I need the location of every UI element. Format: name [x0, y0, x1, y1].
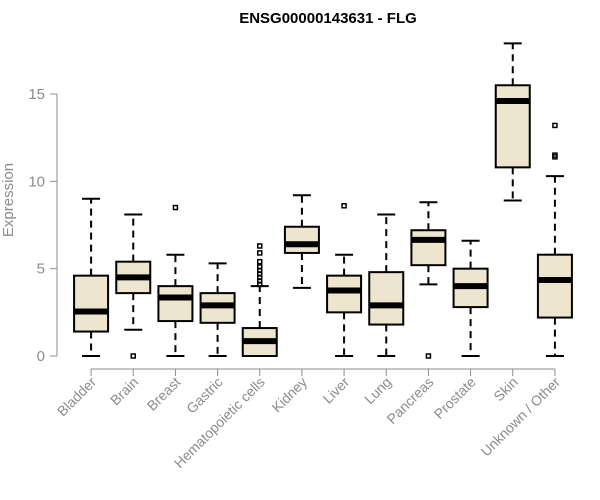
chart-title: ENSG00000143631 - FLG	[239, 10, 417, 27]
x-tick-label: Unknown / Other	[477, 374, 563, 460]
outlier-point	[130, 353, 136, 359]
outlier-point	[257, 258, 263, 265]
y-tick-label: 5	[37, 261, 45, 278]
box-pancreas	[410, 201, 447, 359]
box-prostate	[452, 239, 489, 357]
outlier-point	[257, 243, 263, 249]
box-kidney	[283, 194, 320, 289]
box-breast	[157, 204, 194, 357]
box-iqr	[536, 253, 573, 319]
outlier-point	[257, 264, 263, 270]
plot-area	[73, 42, 573, 359]
box-skin	[494, 42, 531, 202]
outlier-point	[425, 353, 432, 359]
x-tick-label: Brain	[107, 374, 141, 408]
x-tick-label: Bladder	[54, 374, 100, 420]
outlier-point	[341, 203, 347, 209]
y-tick-label: 0	[37, 348, 45, 365]
box-iqr	[157, 285, 194, 323]
box-iqr	[283, 225, 320, 254]
box-iqr	[73, 274, 110, 333]
x-tick-label: Kidney	[268, 374, 310, 416]
box-lung	[368, 213, 405, 357]
box-iqr	[368, 271, 405, 326]
box-unknown-other	[536, 122, 573, 357]
box-brain	[115, 213, 152, 359]
box-iqr	[494, 84, 531, 169]
outlier-point	[552, 122, 558, 129]
x-tick-label: Pancreas	[383, 374, 436, 427]
y-tick-label: 15	[28, 86, 45, 103]
box-iqr	[410, 229, 447, 267]
box-bladder	[73, 197, 110, 357]
y-axis-label: Expression	[0, 163, 17, 237]
x-tick-label: Breast	[144, 374, 184, 414]
x-tick-label: Liver	[319, 374, 352, 407]
box-iqr	[326, 274, 363, 314]
x-tick-label: Skin	[490, 374, 521, 405]
outlier-point	[257, 250, 263, 256]
outlier-point	[552, 152, 558, 158]
box-hematopoietic-cells	[241, 243, 278, 358]
y-axis: 0 5 10 15	[28, 86, 58, 365]
outlier-point	[172, 204, 179, 211]
x-tick-label: Lung	[361, 374, 394, 407]
x-tick-label: Prostate	[431, 374, 479, 422]
box-liver	[326, 203, 363, 357]
y-tick-label: 10	[28, 173, 45, 190]
box-gastric	[199, 262, 236, 357]
